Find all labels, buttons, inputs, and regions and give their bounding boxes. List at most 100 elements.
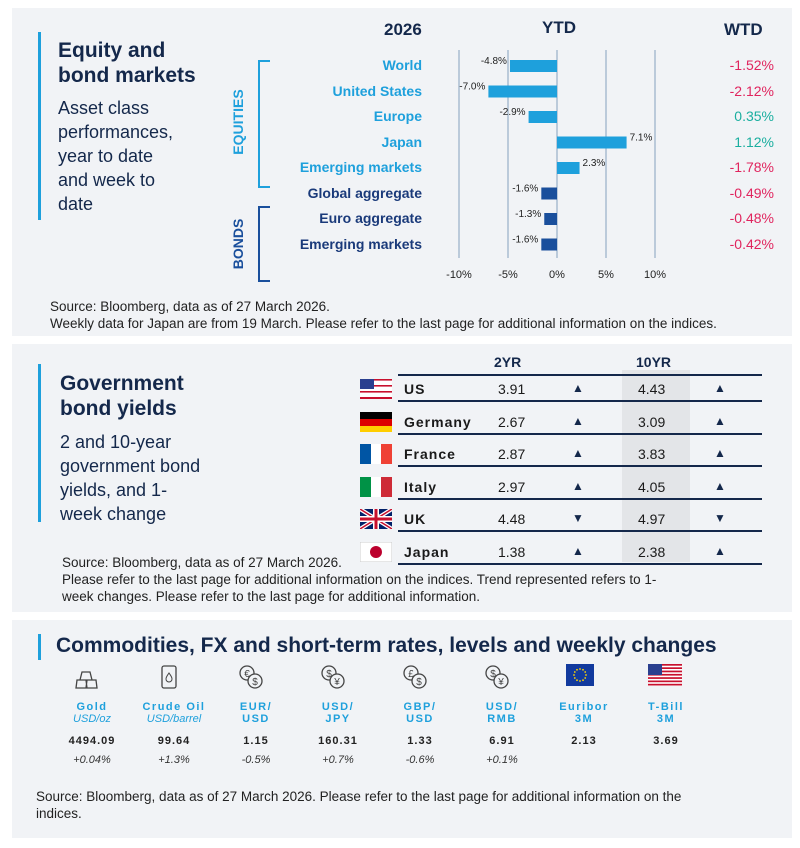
yield-2yr: 3.91 xyxy=(498,381,526,397)
trend-2yr-icon: ▲ xyxy=(572,478,584,493)
item-value: 2.13 xyxy=(571,735,597,747)
dollar-yen-exchange-icon: $¥ xyxy=(321,665,345,689)
svg-text:$: $ xyxy=(416,677,422,688)
ytd-data-label: -2.9% xyxy=(499,107,525,118)
category-label: Emerging markets xyxy=(299,235,422,252)
ytd-bar-chart: -10% -5% 0% 5% 10% -4.8% -7.0% -2.9% 7.1% 2.3% -1.… xyxy=(446,50,666,281)
bonds-source: Source: Bloomberg, data as of 27 March 2… xyxy=(62,555,657,604)
yield-10yr: 4.43 xyxy=(638,381,666,397)
yield-10yr: 4.05 xyxy=(638,478,666,495)
item-value: 99.64 xyxy=(157,735,191,747)
bond-row: France 2.87 ▲ 3.83 ▲ xyxy=(398,441,762,467)
svg-text:$: $ xyxy=(252,677,258,688)
x-tick-label: -5% xyxy=(498,269,518,281)
svg-text:¥: ¥ xyxy=(333,677,340,688)
ytd-header: YTD xyxy=(542,18,576,37)
trend-10yr-icon: ▲ xyxy=(714,478,726,493)
bond-row: Germany 2.67 ▲ 3.09 ▲ xyxy=(398,409,762,435)
item-name: GBP/ xyxy=(403,701,437,713)
ytd-data-label: 2.3% xyxy=(583,158,606,169)
trend-2yr-icon: ▲ xyxy=(572,381,584,395)
trend-10yr-icon: ▲ xyxy=(714,543,726,558)
commodity-item: € $ EUR/ USD 1.15 -0.5% xyxy=(216,664,296,766)
item-name: T-Bill xyxy=(648,701,684,713)
commodity-item: $ ¥ USD/ RMB 6.91 +0.1% xyxy=(462,664,542,766)
yield-10yr: 4.97 xyxy=(638,511,666,527)
x-tick-label: 5% xyxy=(598,269,614,281)
commodity-item: $ ¥ USD/ JPY 160.31 +0.7% xyxy=(298,664,378,766)
item-value: 4494.09 xyxy=(68,735,116,747)
oil-barrel-icon xyxy=(161,665,177,689)
item-unit: JPY xyxy=(325,713,351,725)
item-name: Euribor xyxy=(559,701,609,713)
ytd-data-label: -4.8% xyxy=(481,56,507,67)
wtd-value: 1.12% xyxy=(734,133,774,150)
trend-10yr-icon: ▲ xyxy=(714,413,726,428)
commodities-panel: Commodities, FX and short-term rates, le… xyxy=(12,620,792,838)
ytd-bar xyxy=(557,162,580,174)
bond-row: Japan 1.38 ▲ 2.38 ▲ xyxy=(398,539,762,565)
yield-10yr: 3.09 xyxy=(638,413,666,430)
item-name: USD/ xyxy=(485,701,519,713)
ytd-bar xyxy=(541,238,557,251)
item-change: +0.7% xyxy=(322,754,354,766)
trend-10yr-icon: ▲ xyxy=(714,446,726,460)
yield-10yr: 3.83 xyxy=(638,446,666,462)
item-value: 1.33 xyxy=(407,735,433,747)
commodities-title: Commodities, FX and short-term rates, le… xyxy=(56,634,717,657)
wtd-header: WTD xyxy=(724,20,763,39)
trend-10yr-icon: ▼ xyxy=(714,511,726,525)
equity-bond-panel: Equity and bond markets Asset class perfor… xyxy=(12,8,792,336)
country-name: Germany xyxy=(404,413,472,430)
uk-flag-icon xyxy=(360,509,392,529)
trend-2yr-icon: ▼ xyxy=(572,511,584,525)
ytd-bar xyxy=(557,136,627,149)
country-name: US xyxy=(404,381,426,397)
item-change: +0.04% xyxy=(73,754,111,766)
us-flag-icon xyxy=(360,379,392,399)
wtd-value: -2.12% xyxy=(729,82,774,99)
svg-text:¥: ¥ xyxy=(497,677,504,688)
ytd-bar xyxy=(528,111,557,123)
yield-10yr: 2.38 xyxy=(638,543,666,560)
svg-text:$: $ xyxy=(326,669,332,680)
category-label: Emerging markets xyxy=(299,159,422,175)
germany-flag-icon xyxy=(360,411,392,432)
equity-subtitle: Asset class performances, year to date and … xyxy=(58,98,174,214)
japan-flag-icon xyxy=(360,541,392,562)
us-flag-icon xyxy=(648,664,682,686)
category-label: Global aggregate xyxy=(307,184,422,201)
item-name: Crude Oil xyxy=(142,701,206,713)
category-label: Europe xyxy=(373,108,422,124)
item-name: Gold xyxy=(76,701,108,713)
ytd-bar xyxy=(488,85,557,98)
category-label: Japan xyxy=(381,133,422,150)
x-tick-label: 10% xyxy=(644,269,666,281)
col-2yr-header: 2YR xyxy=(494,354,522,370)
item-value: 160.31 xyxy=(318,735,358,747)
bond-row: Italy 2.97 ▲ 4.05 ▲ xyxy=(398,474,762,500)
commodity-item: Euribor 3M 2.13 xyxy=(544,664,624,754)
country-name: Italy xyxy=(404,478,438,495)
svg-text:€: € xyxy=(244,669,250,680)
svg-text:$: $ xyxy=(490,669,496,680)
wtd-value: -1.52% xyxy=(729,57,774,73)
x-tick-label: 0% xyxy=(549,269,565,281)
yield-2yr: 2.67 xyxy=(498,413,526,430)
item-unit: RMB xyxy=(487,713,517,725)
wtd-value: -0.48% xyxy=(729,210,774,226)
yield-2yr: 2.97 xyxy=(498,478,526,495)
dollar-yuan-exchange-icon: $¥ xyxy=(485,665,509,689)
france-flag-icon xyxy=(360,444,392,464)
bonds-subtitle: 2 and 10-year government bond yields, and … xyxy=(60,432,201,524)
category-label: Euro aggregate xyxy=(319,210,422,226)
bonds-title: Government bond yields xyxy=(60,372,184,420)
item-change: +1.3% xyxy=(158,754,190,766)
equity-title: Equity and bond markets xyxy=(58,39,196,87)
equity-source: Source: Bloomberg, data as of 27 March 2… xyxy=(50,299,717,331)
col-10yr-header: 10YR xyxy=(636,354,672,370)
item-unit: 3M xyxy=(574,713,594,725)
ytd-bar xyxy=(541,187,557,200)
svg-text:£: £ xyxy=(408,669,414,680)
wtd-value: 0.35% xyxy=(734,108,774,124)
